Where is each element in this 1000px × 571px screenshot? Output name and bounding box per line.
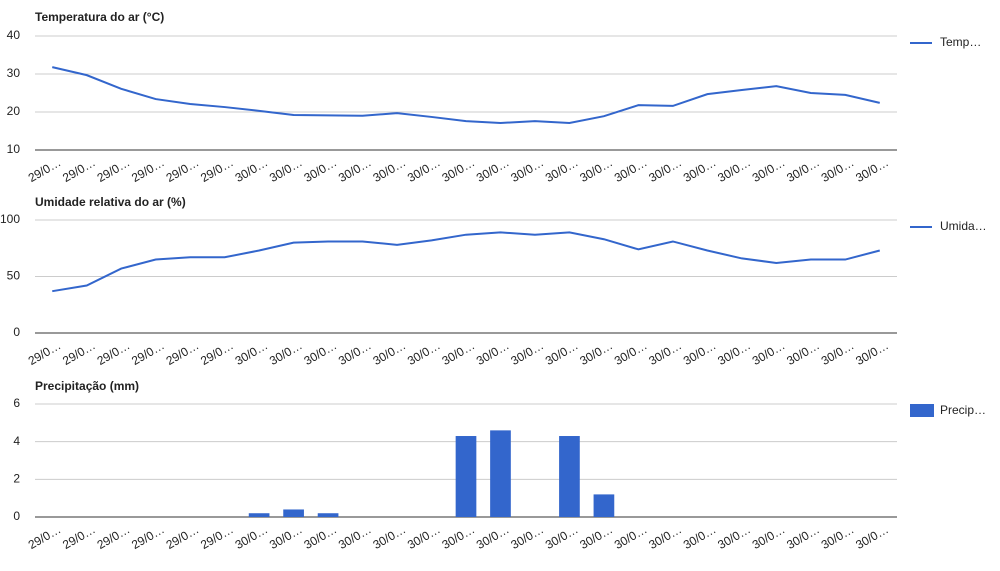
y-tick-label: 0 (13, 509, 20, 523)
bar (283, 509, 304, 517)
chart-title: Umidade relativa do ar (%) (35, 195, 186, 209)
y-tick-label: 20 (7, 104, 21, 118)
y-tick-label: 100 (0, 212, 20, 226)
legend-label: Umida… (940, 219, 987, 233)
bar (593, 494, 615, 517)
y-tick-label: 4 (13, 434, 20, 448)
bar (490, 430, 511, 517)
y-tick-label: 50 (7, 269, 21, 283)
y-tick-label: 6 (13, 396, 20, 410)
chart-title: Precipitação (mm) (35, 379, 139, 393)
chart-title: Temperatura do ar (°C) (35, 10, 164, 24)
bar (317, 513, 339, 517)
y-tick-label: 2 (13, 472, 20, 486)
y-tick-label: 40 (7, 28, 21, 42)
legend-label: Temp… (940, 35, 981, 49)
bar (248, 513, 270, 517)
y-tick-label: 0 (13, 325, 20, 339)
line (52, 231, 881, 293)
line (52, 66, 880, 125)
bar (455, 436, 477, 517)
y-tick-label: 10 (7, 142, 21, 156)
legend-label: Precip… (940, 403, 986, 417)
bar (559, 436, 580, 517)
y-tick-label: 30 (7, 66, 21, 80)
legend-swatch (910, 404, 934, 417)
